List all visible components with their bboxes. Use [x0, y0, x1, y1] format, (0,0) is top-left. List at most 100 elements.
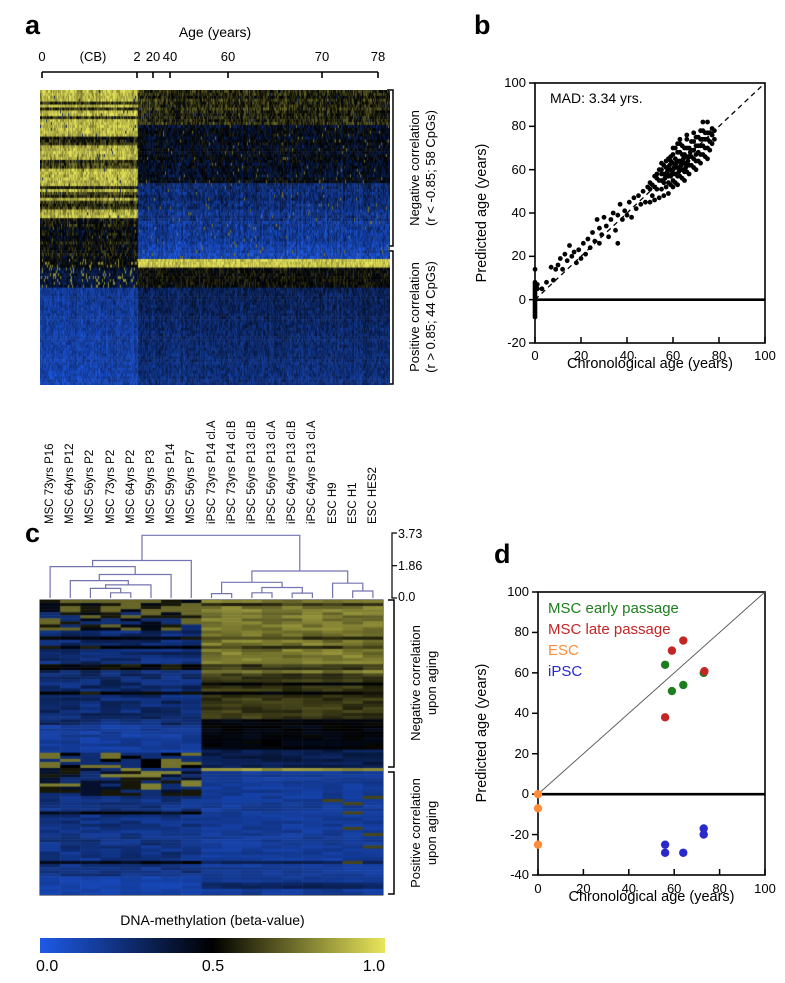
panel-b-data-point [677, 149, 683, 155]
panel-b-data-point [705, 145, 710, 151]
panel-b-mad-annotation: MAD: 3.34 yrs. [550, 90, 643, 106]
panel-b-data-point [571, 249, 577, 255]
panel-d-point-msc-late-passage [679, 636, 688, 645]
panel-b-data-point [691, 147, 697, 153]
panel-b-data-point [590, 230, 595, 235]
panel-b-data-point [664, 169, 670, 175]
panel-b-ytick-label: 0 [518, 291, 526, 307]
panel-b-data-point [693, 158, 699, 164]
sample-label-16: ESC H1 [346, 482, 359, 524]
panel-b-xtick-label: 40 [619, 348, 635, 363]
dendrogram-link [261, 586, 303, 594]
sample-label-9: iPSC 73yrs P14 cl.A [205, 420, 218, 524]
panel-b-data-point [574, 260, 579, 266]
panel-b-data-point [532, 279, 538, 285]
panel-b-data-point [656, 195, 662, 201]
panel-b-data-point [675, 165, 680, 170]
panel-b-xaxis-title: Chronological age (years) [566, 356, 734, 372]
panel-b-data-point [684, 145, 690, 151]
panel-b-data-point [663, 165, 669, 170]
panel-d-point-esc [533, 804, 543, 813]
panel-b-data-point [532, 266, 538, 272]
panel-b-data-point [662, 175, 668, 181]
panel-d-ytick-label: -40 [510, 867, 529, 882]
panel-b-data-point [585, 236, 591, 242]
panel-b-data-point [680, 156, 686, 162]
colorbar-tick-05: 0.5 [201, 958, 225, 975]
colorbar-tick-0: 0.0 [36, 958, 59, 975]
panel-b-data-point [576, 247, 582, 253]
panel-b-data-point [687, 149, 693, 155]
panel-b-data-point [580, 240, 586, 246]
panel-b-data-point [532, 308, 538, 313]
panel-b-data-point [672, 171, 678, 177]
sample-label-6: MSC 59yrs P3 [144, 449, 157, 524]
legend-msc-early-passage: MSC early passage [548, 600, 679, 617]
panel-b-data-point [672, 156, 678, 162]
panel-d-point-ipsc [679, 848, 688, 857]
panel-b-data-point [686, 154, 692, 160]
dendrogram-link [251, 570, 349, 584]
panel-b-label: b [474, 10, 491, 40]
panel-b-data-point [691, 165, 697, 170]
panel-b-data-point [569, 253, 575, 259]
dendrogram-link [49, 566, 136, 598]
panel-b-data-point [562, 251, 568, 257]
panel-a-age-tick-label: 60 [220, 49, 236, 64]
panel-b-data-point [629, 214, 634, 220]
panel-c-positive-bracket [388, 771, 395, 895]
panel-b-data-point [700, 152, 706, 157]
sample-label-3: MSC 56yrs P2 [84, 449, 97, 524]
sample-label-1: MSC 73yrs P16 [44, 443, 57, 524]
legend-msc-late-passage: MSC late passage [548, 621, 671, 638]
panel-b-data-point [700, 128, 706, 134]
dendrogram-link [251, 592, 273, 598]
panel-b-data-point [599, 232, 605, 238]
panel-b-data-point [698, 136, 703, 142]
panel-b-data-point [583, 251, 588, 257]
panel-b-data-point [608, 217, 614, 222]
panel-d-xtick-label: 100 [754, 881, 776, 896]
dendrogram-link [92, 559, 192, 598]
panel-b-data-point [676, 169, 682, 175]
panel-b-data-point [682, 178, 687, 183]
panel-b-data-point [685, 158, 691, 164]
panel-b-data-point [668, 173, 674, 179]
panel-b-data-point [622, 208, 628, 214]
dendrogram-scale-tick-mid: 1.86 [398, 559, 423, 573]
panel-b-data-point [532, 312, 538, 318]
panel-b-data-point [682, 160, 687, 166]
panel-b-data-point [670, 171, 676, 177]
dendrogram-link [352, 590, 374, 598]
panel-b-data-point [666, 191, 671, 196]
panel-b-data-point [679, 158, 685, 164]
panel-b-data-point [677, 141, 683, 147]
panel-b-data-point [670, 184, 676, 190]
panel-b-data-point [601, 214, 607, 220]
panel-b-data-point [597, 240, 602, 246]
panel-b-data-point [695, 143, 701, 149]
panel-b-data-point [548, 264, 554, 270]
panel-b-data-point [686, 162, 692, 168]
panel-c-positive-correlation-label: Positive correlation upon aging [407, 733, 441, 933]
dendrogram-link [110, 592, 132, 598]
panel-b-data-point [597, 225, 602, 231]
panel-b-data-point [587, 245, 593, 251]
dendrogram-scale-tick-max: 3.73 [398, 527, 423, 541]
dendrogram-link [141, 534, 301, 571]
panel-b-data-point [702, 130, 708, 136]
panel-d-point-ipsc [699, 824, 708, 833]
panel-b-data-point [667, 162, 672, 168]
panel-b-data-point [551, 277, 556, 283]
panel-a-positive-correlation-label: Positive correlation (r > 0.85; 44 CpGs) [406, 217, 440, 417]
panel-a-heatmap-canvas [40, 90, 390, 385]
dendrogram-link [332, 582, 364, 598]
panel-a-age-tick-label: 70 [314, 49, 330, 64]
panel-b-data-point [707, 130, 713, 136]
panel-b-data-point [643, 199, 648, 205]
panel-b-data-point [672, 165, 678, 170]
panel-b-data-point [532, 301, 538, 307]
panel-b-data-point [532, 282, 538, 287]
panel-b-data-point [705, 136, 710, 142]
dendrogram-scale-tick-min: 0.0 [398, 590, 416, 604]
